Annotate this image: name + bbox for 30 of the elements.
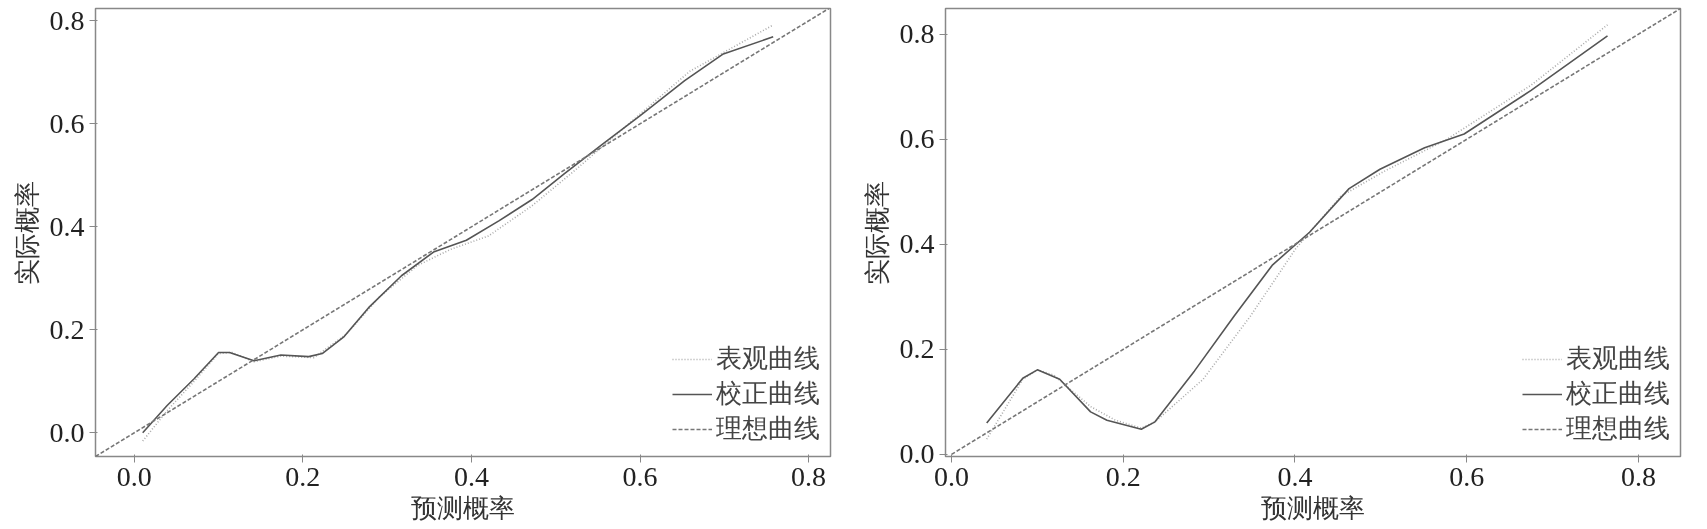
y-tick-label: 0.4 bbox=[899, 228, 935, 260]
x-tick-label: 0.4 bbox=[453, 460, 489, 492]
legend-label: 理想曲线 bbox=[1566, 413, 1670, 445]
x-tick-label: 0.6 bbox=[1449, 460, 1485, 492]
y-axis-title: 实际概率 bbox=[12, 180, 42, 285]
y-tick-label: 0.2 bbox=[899, 333, 935, 365]
y-tick-label: 0.6 bbox=[899, 123, 935, 155]
x-tick-label: 0.0 bbox=[116, 460, 152, 492]
x-axis-title: 预测概率 bbox=[411, 493, 515, 523]
y-tick-label: 0.8 bbox=[49, 4, 85, 36]
x-tick-label: 0.0 bbox=[934, 460, 970, 492]
x-tick-label: 0.6 bbox=[622, 460, 658, 492]
legend-label: 校正曲线 bbox=[1566, 378, 1670, 410]
y-tick-label: 0.0 bbox=[899, 438, 935, 470]
y-tick-label: 0.8 bbox=[899, 18, 935, 50]
x-tick-label: 0.8 bbox=[791, 460, 827, 492]
y-tick-label: 0.0 bbox=[49, 416, 85, 448]
legend-label: 表观曲线 bbox=[716, 343, 820, 375]
x-tick-label: 0.4 bbox=[1277, 460, 1313, 492]
x-tick-label: 0.2 bbox=[1105, 460, 1141, 492]
y-tick-label: 0.6 bbox=[49, 107, 85, 139]
x-tick-label: 0.8 bbox=[1620, 460, 1656, 492]
x-tick-label: 0.2 bbox=[285, 460, 321, 492]
legend-label: 表观曲线 bbox=[1566, 343, 1670, 375]
legend-label: 理想曲线 bbox=[716, 413, 820, 445]
legend-label: 校正曲线 bbox=[716, 378, 820, 410]
y-tick-label: 0.2 bbox=[49, 313, 85, 345]
y-axis-title: 实际概率 bbox=[862, 180, 892, 285]
x-axis-title: 预测概率 bbox=[1261, 493, 1365, 523]
y-tick-label: 0.4 bbox=[49, 210, 85, 242]
